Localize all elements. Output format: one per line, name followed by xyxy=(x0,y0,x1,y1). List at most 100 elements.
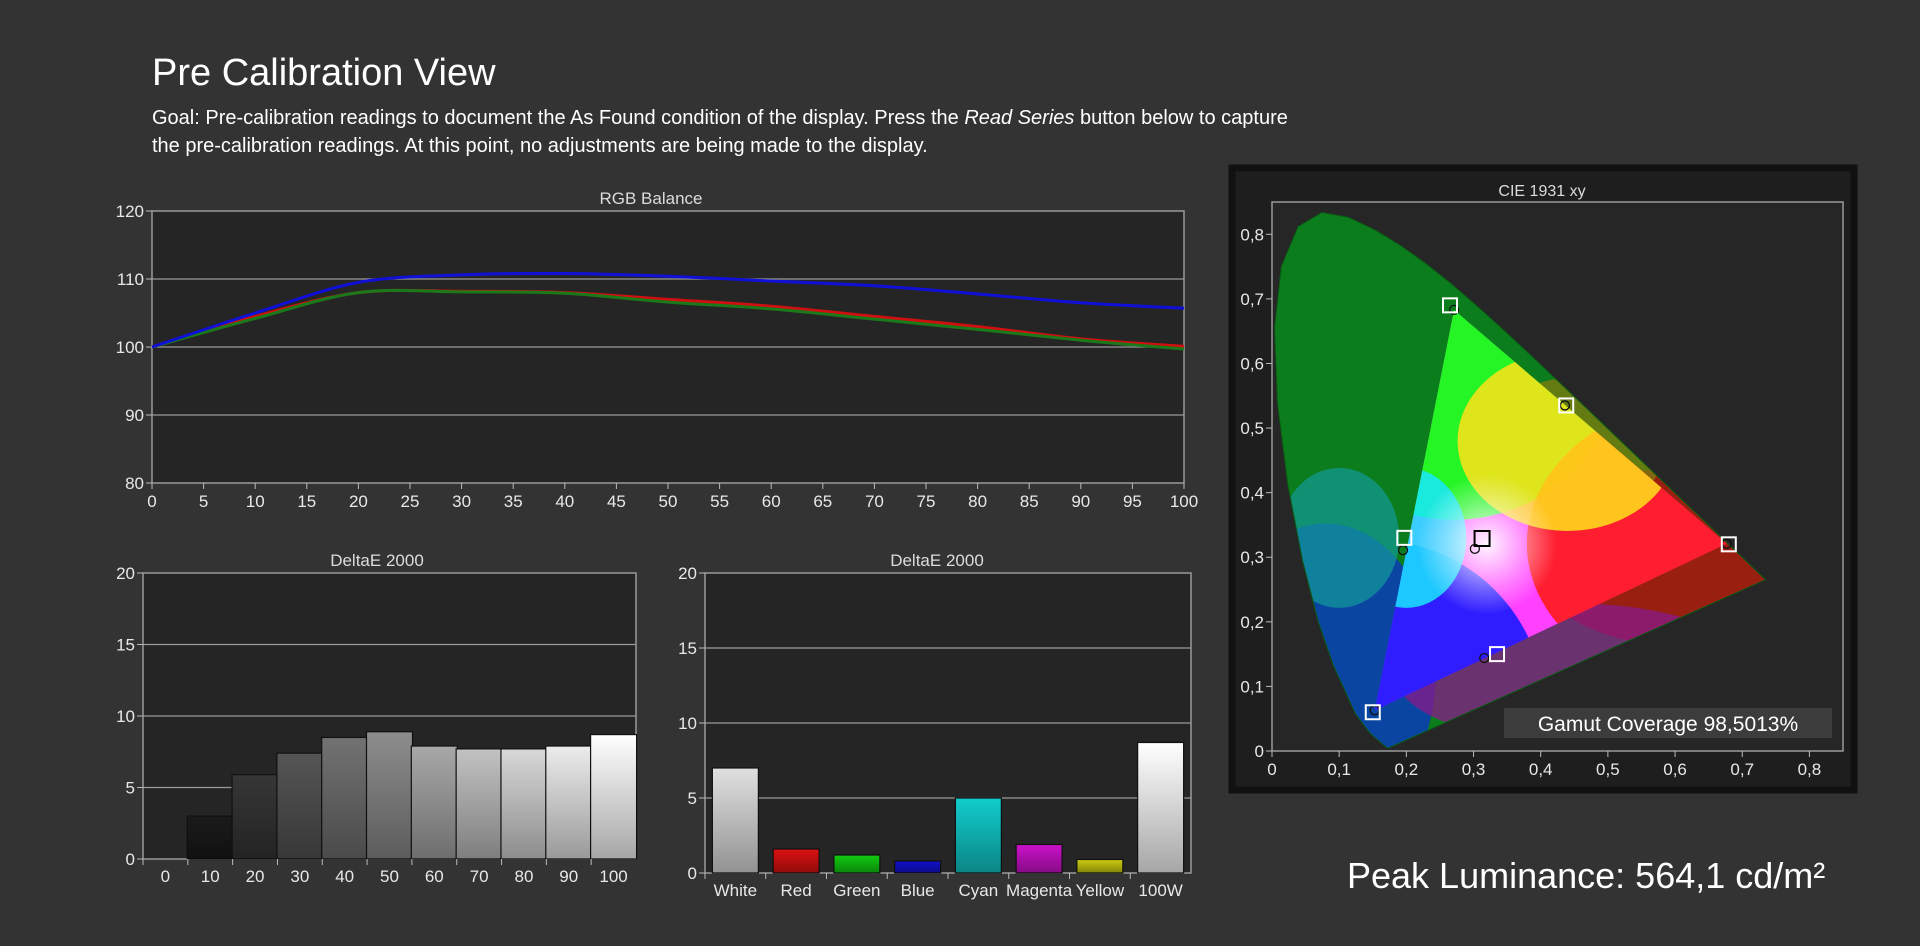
cie-xtick-label: 0,1 xyxy=(1327,760,1351,779)
rgb-xtick-label: 30 xyxy=(452,492,471,511)
gs-bar xyxy=(231,774,279,860)
rgb-xtick-label: 70 xyxy=(865,492,884,511)
cc-xtick-label: 100W xyxy=(1138,881,1182,900)
gs-xtick-label: 70 xyxy=(470,867,489,886)
cc-bar-shade xyxy=(1016,844,1063,873)
rgb-balance-chart: RGB Balance 80 90 100 110 120 0 5 10 15 20 25 30 35… xyxy=(116,189,1199,511)
cie-fill-cyan xyxy=(1279,467,1400,608)
cc-bar-shade xyxy=(833,855,880,873)
gs-bar xyxy=(276,752,324,860)
cc-xtick-label: Magenta xyxy=(1006,881,1073,900)
cc-xtick-label: Red xyxy=(781,881,812,900)
cc-bar-shade xyxy=(773,849,820,873)
goal-description: Goal: Pre-calibration readings to docume… xyxy=(152,104,1302,160)
cie-1931-chart: CIE 1931 xy 0 0,1 0,2 0,3 0,4 0,5 0,6 0,7 0,8 0 0… xyxy=(1228,164,1858,794)
gs-bar xyxy=(545,745,593,860)
rgb-xtick-label: 35 xyxy=(504,492,523,511)
cie-target-cyan xyxy=(1396,529,1413,546)
gs-xtick-label: 0 xyxy=(161,867,170,886)
cc-bar xyxy=(1015,843,1063,874)
gamut-coverage-label: Gamut Coverage 98,5013% xyxy=(1538,713,1798,736)
cc-bar xyxy=(1076,858,1124,874)
cc-ytick-label: 15 xyxy=(678,639,697,658)
cc-bar-shade xyxy=(1137,742,1184,873)
cc-bar xyxy=(711,767,759,874)
rgb-xtick-label: 0 xyxy=(147,492,156,511)
rgb-xtick-label: 10 xyxy=(246,492,265,511)
cie-ytick-label: 0,3 xyxy=(1240,548,1264,567)
rgb-xtick-label: 15 xyxy=(297,492,316,511)
gs-xtick-label: 80 xyxy=(514,867,533,886)
gs-xtick-label: 100 xyxy=(599,867,627,886)
rgb-xtick-label: 5 xyxy=(199,492,208,511)
cc-bar xyxy=(954,797,1002,874)
deltae-colors-chart: DeltaE 2000 0 5 10 15 20 White Red Green Blue Cy… xyxy=(678,551,1192,900)
cie-ytick-label: 0,5 xyxy=(1240,419,1264,438)
cie-tri-white xyxy=(1416,474,1557,615)
gs-ytick-label: 10 xyxy=(116,707,135,726)
cc-bar-shade xyxy=(894,861,941,873)
cc-bar-shade xyxy=(955,798,1002,873)
cc-bar-shade xyxy=(1076,859,1123,873)
gs-bar-shade xyxy=(321,737,368,859)
cie-ytick-label: 0,1 xyxy=(1240,677,1264,696)
rgb-xtick-label: 60 xyxy=(762,492,781,511)
cie-ytick-label: 0,8 xyxy=(1240,225,1264,244)
rgb-xtick-label: 100 xyxy=(1170,492,1198,511)
cc-bar xyxy=(772,848,820,874)
gs-xtick-label: 20 xyxy=(246,867,265,886)
cie-target-magenta xyxy=(1489,646,1506,663)
rgb-xtick-label: 20 xyxy=(349,492,368,511)
gs-xtick-label: 50 xyxy=(380,867,399,886)
cc-ytick-label: 5 xyxy=(688,789,697,808)
rgb-ytick-label: 110 xyxy=(117,270,144,289)
gs-bar-shade xyxy=(456,748,503,859)
cie-tri-blue xyxy=(1374,540,1545,711)
gs-bar xyxy=(186,815,234,860)
cie-target-green xyxy=(1442,297,1459,314)
rgb-xtick-label: 90 xyxy=(1071,492,1090,511)
rgb-xtick-label: 40 xyxy=(555,492,574,511)
gs-bar xyxy=(365,731,414,860)
cc-xtick-label: White xyxy=(714,881,757,900)
rgb-ytick-label: 100 xyxy=(116,338,144,357)
cie-xtick-label: 0,8 xyxy=(1798,760,1822,779)
read-series-reference: Read Series xyxy=(964,107,1075,129)
rgb-balance-title: RGB Balance xyxy=(600,189,703,208)
rgb-ytick-label: 80 xyxy=(125,474,144,493)
gs-bar xyxy=(500,748,548,860)
cc-ytick-label: 20 xyxy=(678,564,697,583)
page-title: Pre Calibration View xyxy=(152,52,496,94)
gs-bar-shade xyxy=(545,746,592,859)
gs-bar-shade xyxy=(590,734,637,859)
cie-xtick-label: 0,4 xyxy=(1529,760,1553,779)
cie-xtick-label: 0,3 xyxy=(1462,760,1486,779)
gs-xtick-label: 30 xyxy=(290,867,309,886)
cie-measured-magenta xyxy=(1479,652,1490,664)
gs-bar-shade xyxy=(366,731,413,859)
cie-target-red xyxy=(1720,536,1737,553)
rgb-line-green xyxy=(151,288,1185,351)
gs-bar-shade xyxy=(232,774,279,859)
rgb-xtick-label: 25 xyxy=(401,492,420,511)
gs-xtick-label: 90 xyxy=(559,867,578,886)
gs-ytick-label: 15 xyxy=(116,636,135,655)
rgb-xtick-label: 55 xyxy=(710,492,729,511)
cie-measured-yellow xyxy=(1559,400,1571,411)
gs-bar-shade xyxy=(411,746,458,859)
rgb-xtick-label: 85 xyxy=(1020,492,1039,511)
cie-title: CIE 1931 xy xyxy=(1498,183,1585,200)
rgb-xtick-label: 65 xyxy=(813,492,832,511)
cie-measured-green xyxy=(1448,304,1460,316)
goal-text-prefix: Goal: Pre-calibration readings to docume… xyxy=(152,107,965,129)
cie-ytick-label: 0,6 xyxy=(1240,354,1264,373)
cie-locus-outline xyxy=(1274,211,1767,749)
cie-xtick-label: 0,6 xyxy=(1663,760,1687,779)
cc-ytick-label: 0 xyxy=(688,864,697,883)
gs-bar-shade xyxy=(500,748,547,859)
gs-xtick-label: 10 xyxy=(201,867,220,886)
deltae-grayscale-chart: DeltaE 2000 0 5 10 15 20 0 10 20 30 40 50 60 70 80 90… xyxy=(116,551,638,886)
cie-target-white xyxy=(1473,530,1491,548)
cc-xtick-label: Green xyxy=(833,881,880,900)
